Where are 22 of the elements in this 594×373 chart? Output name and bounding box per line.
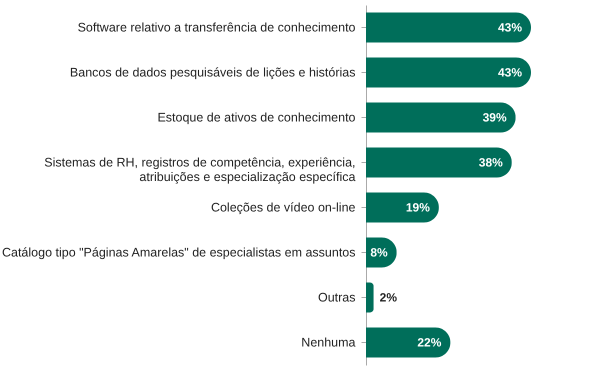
y-tick-label: Coleções de vídeo on-line xyxy=(210,200,356,214)
y-tick-label: Sistemas de RH, registros de competência, experiência, atribuições e especialização específica xyxy=(44,156,356,184)
bar xyxy=(366,102,516,132)
y-tick-label: Outras xyxy=(318,290,356,304)
y-tick-label: Bancos de dados pesquisáveis de lições e histórias xyxy=(70,66,356,80)
bar xyxy=(366,12,531,42)
y-tick-label: Estoque de ativos de conhecimento xyxy=(157,110,356,124)
data-label: 39% xyxy=(482,110,507,124)
data-label: 43% xyxy=(498,66,522,80)
y-tick-label: Catálogo tipo "Páginas Amarelas" de especialistas em assuntos xyxy=(2,246,356,260)
bar xyxy=(366,282,374,312)
bar xyxy=(366,58,531,88)
bar xyxy=(366,148,512,178)
bar xyxy=(366,328,450,358)
data-label: 19% xyxy=(406,200,430,214)
y-tick-label: Nenhuma xyxy=(301,336,356,350)
data-label: 2% xyxy=(380,290,398,304)
data-label: 38% xyxy=(478,156,504,170)
data-label: 22% xyxy=(417,336,442,350)
data-label: 8% xyxy=(370,246,388,260)
data-label: 43% xyxy=(498,20,522,34)
y-tick-label: Software relativo a transferência de conhecimento xyxy=(78,20,356,34)
